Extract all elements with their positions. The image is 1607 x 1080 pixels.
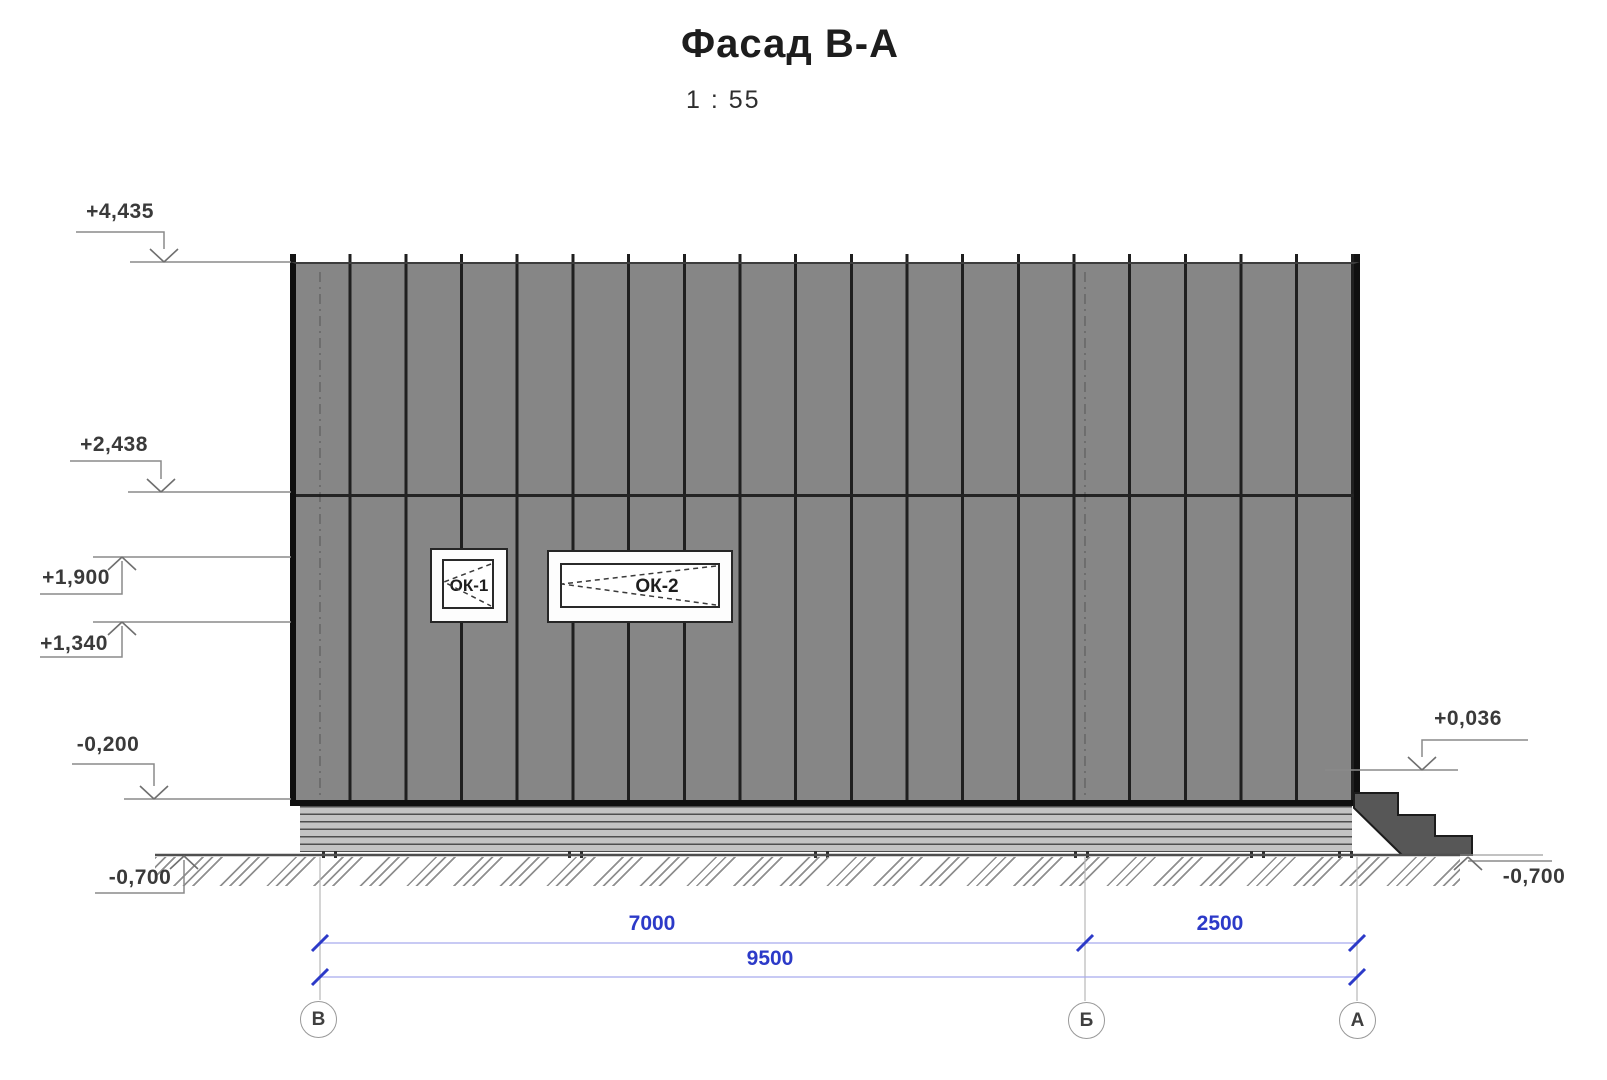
elevation-roof: +4,435 [86,200,154,223]
dimension-span-b-a: 2500 [1196,912,1244,935]
elevation-porch: +0,036 [1434,707,1502,730]
elevation-window-top: +1,900 [42,566,110,589]
grid-bubble-a: А [1339,1002,1376,1039]
window-ok1: ОК-1 [430,548,508,623]
dimension-ticks [310,933,1367,987]
grid-bubble-b: Б [1068,1002,1105,1039]
facade-wall [290,262,1360,806]
elevation-wall-base: -0,200 [76,733,140,756]
window-ok1-label: ОК-1 [449,575,489,595]
drawing-scale: 1 : 55 [686,86,761,114]
elevation-wall-seam: +2,438 [80,433,148,456]
panel-seam-tips [296,254,1354,263]
elevation-window-sill: +1,340 [40,632,108,655]
entrance-stairs [1353,792,1473,856]
dimension-total: 9500 [746,947,794,970]
panel-seam-tip-left [290,254,296,263]
grid-bubble-v: В [300,1001,337,1038]
window-ok2-label: ОК-2 [635,575,679,597]
elevation-ground-left: -0,700 [108,866,172,889]
elevation-ground-right: -0,700 [1502,865,1566,888]
dimension-span-v-b: 7000 [628,912,676,935]
foundation-beams [300,806,1352,852]
ground-hatch [155,857,1460,886]
drawing-title: Фасад В-А [681,22,899,66]
dimension-lines [320,942,1357,978]
panel-seam-tip-right [1354,254,1360,263]
window-ok2: ОК-2 [547,550,733,623]
horizontal-panel-seam [296,494,1354,497]
